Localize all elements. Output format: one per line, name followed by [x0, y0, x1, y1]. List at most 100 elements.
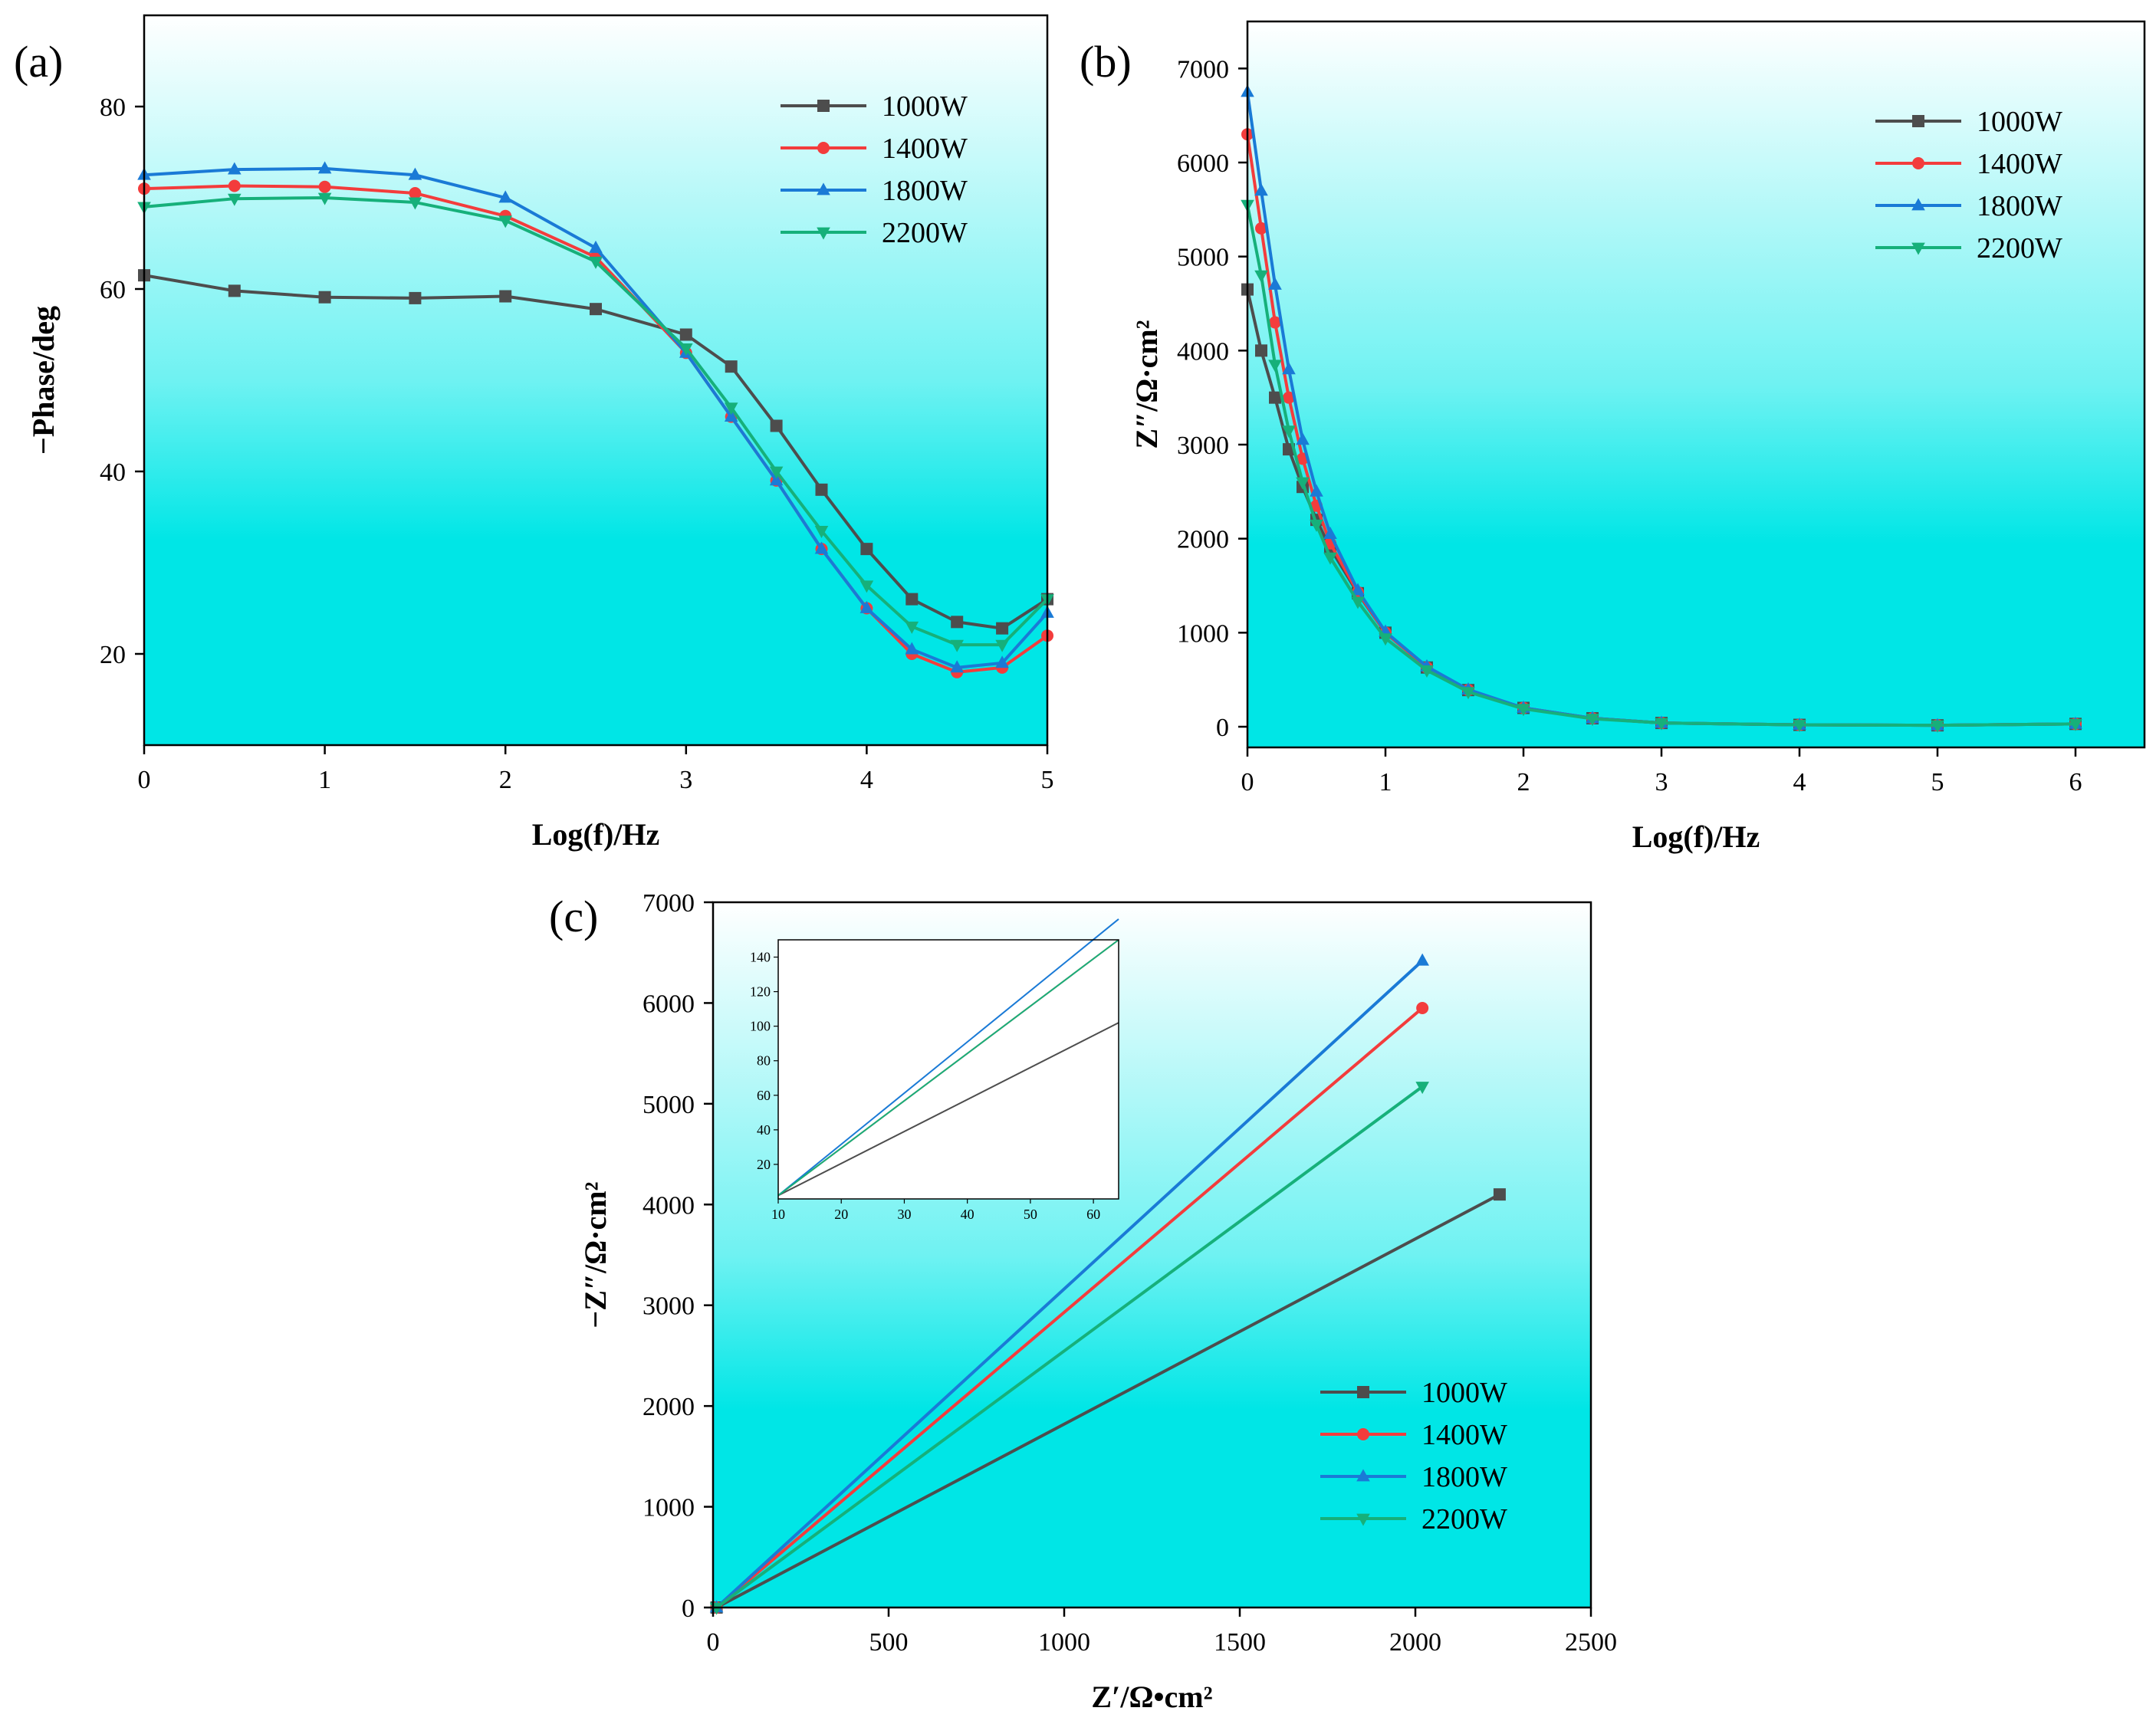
x-tick-label: 6	[2069, 768, 2082, 796]
y-tick-label: 6000	[643, 990, 695, 1018]
y-tick-label: 3000	[1177, 432, 1229, 460]
inset-x-tick-label: 10	[771, 1207, 785, 1222]
data-point-1400W	[1255, 222, 1267, 235]
data-point-1800W	[1282, 362, 1296, 375]
inset-series-1000W	[777, 1022, 1119, 1197]
data-point-1400W	[1269, 316, 1281, 329]
x-tick-label: 2500	[1565, 1628, 1617, 1657]
series-line-1000W	[715, 1193, 1500, 1609]
data-point-1000W	[499, 290, 512, 303]
y-axis-label: −Phase/deg	[26, 306, 61, 455]
data-point-1000W	[725, 360, 738, 373]
data-point-2200W	[317, 192, 332, 205]
data-point-2200W	[1517, 704, 1530, 717]
legend-label-1400W: 1400W	[1421, 1419, 1507, 1451]
panel-label: (b)	[1080, 37, 1132, 87]
y-tick-label: 1000	[1177, 619, 1229, 648]
data-point-2200W	[724, 402, 738, 415]
data-point-1800W	[814, 541, 829, 554]
legend-label-1800W: 1800W	[1421, 1461, 1507, 1493]
inset-y-tick-label: 100	[750, 1019, 771, 1034]
data-point-1000W	[905, 593, 919, 606]
y-tick-label: 20	[100, 641, 126, 669]
data-point-1800W	[498, 190, 512, 203]
plot-background	[1247, 21, 2144, 747]
data-point-1000W	[951, 616, 964, 629]
inset-x-tick-label: 40	[961, 1207, 974, 1222]
inset-y-tick-label: 120	[750, 984, 771, 1000]
data-point-2200W	[1310, 519, 1323, 532]
legend-marker-1800W	[1911, 198, 1925, 211]
data-point-1800W	[905, 642, 919, 655]
y-tick-label: 2000	[643, 1393, 695, 1421]
data-point-1000W	[590, 303, 602, 316]
data-point-1000W	[1255, 344, 1267, 357]
x-axis-label: Z′/Ω•cm²	[1091, 1680, 1212, 1714]
data-point-2200W	[1351, 596, 1365, 609]
chart-panel-b: 0 1 2 3 4 5 6 0 1000 2000 3000 4000 5000 6000 7000 Log(…	[1080, 20, 2146, 854]
data-point-2200W	[859, 580, 874, 593]
data-point-2200W	[769, 466, 784, 479]
y-tick-label: 4000	[643, 1191, 695, 1220]
y-tick-label: 2000	[1177, 526, 1229, 554]
legend-label-1400W: 1400W	[882, 133, 968, 165]
legend-marker-2200W	[1356, 1513, 1370, 1526]
inset-series-2200W	[777, 939, 1119, 1197]
data-point-2200W	[228, 193, 242, 206]
series-line-2200W	[715, 1085, 1424, 1609]
data-point-1800W	[769, 473, 784, 486]
x-tick-label: 0	[138, 766, 151, 794]
legend-label-2200W: 2200W	[882, 217, 968, 249]
legend-marker-1400W	[1357, 1428, 1369, 1440]
y-axis-label: Z″/Ω·cm²	[1129, 320, 1164, 448]
legend-label-1000W: 1000W	[1977, 106, 2062, 138]
data-point-1400W	[1283, 391, 1295, 404]
data-point-1000W	[770, 419, 783, 432]
x-tick-label: 1	[1379, 768, 1392, 796]
y-tick-label: 4000	[1177, 337, 1229, 366]
data-point-2200W	[408, 197, 422, 210]
series-2200W	[137, 192, 1054, 652]
legend-marker-1800W	[817, 182, 830, 195]
x-tick-label: 5	[1931, 768, 1944, 796]
y-tick-label: 7000	[1177, 55, 1229, 84]
legend-label-2200W: 2200W	[1421, 1503, 1507, 1535]
chart-panel-c: 0 500 1000 1500 2000 2500 0 1000 2000 3000 4000 500…	[549, 889, 1617, 1714]
data-point-1000W	[1493, 1188, 1506, 1201]
data-point-1800W	[1415, 953, 1429, 966]
legend: 1000W 1400W 1800W 2200W	[1320, 1377, 1507, 1535]
inset-y-tick-label: 60	[757, 1088, 771, 1103]
y-tick-label: 6000	[1177, 149, 1229, 178]
y-tick-label: 3000	[643, 1292, 695, 1321]
data-point-2200W	[1415, 1082, 1429, 1095]
data-point-1000W	[860, 543, 873, 556]
data-point-2200W	[1931, 720, 1944, 733]
inset-y-tick-label: 140	[750, 950, 771, 965]
y-axis-label: −Z″/Ω·cm²	[578, 1181, 613, 1328]
plot-background	[144, 15, 1047, 745]
series-line-1800W	[715, 959, 1424, 1609]
x-tick-label: 2	[499, 766, 512, 794]
data-point-1400W	[409, 187, 422, 200]
data-point-1000W	[679, 328, 692, 341]
x-tick-label: 2	[1517, 768, 1530, 796]
data-point-2200W	[814, 525, 829, 538]
data-point-1400W	[318, 180, 331, 193]
x-tick-label: 5	[1041, 766, 1054, 794]
y-tick-label: 5000	[643, 1091, 695, 1119]
data-point-1800W	[1351, 583, 1365, 596]
legend-label-1000W: 1000W	[882, 90, 968, 123]
data-point-1400W	[228, 179, 241, 192]
y-tick-label: 5000	[1177, 244, 1229, 272]
series-line-1400W	[715, 1007, 1424, 1609]
data-point-1800W	[1296, 432, 1310, 445]
legend-marker-1400W	[817, 142, 830, 154]
data-point-1000W	[409, 291, 422, 304]
inset-x-tick-label: 20	[834, 1207, 848, 1222]
legend-label-1400W: 1400W	[1977, 148, 2062, 180]
legend-label-1800W: 1800W	[1977, 190, 2062, 222]
data-point-1000W	[228, 284, 241, 297]
data-point-1800W	[1268, 277, 1282, 290]
x-tick-label: 4	[1793, 768, 1806, 796]
